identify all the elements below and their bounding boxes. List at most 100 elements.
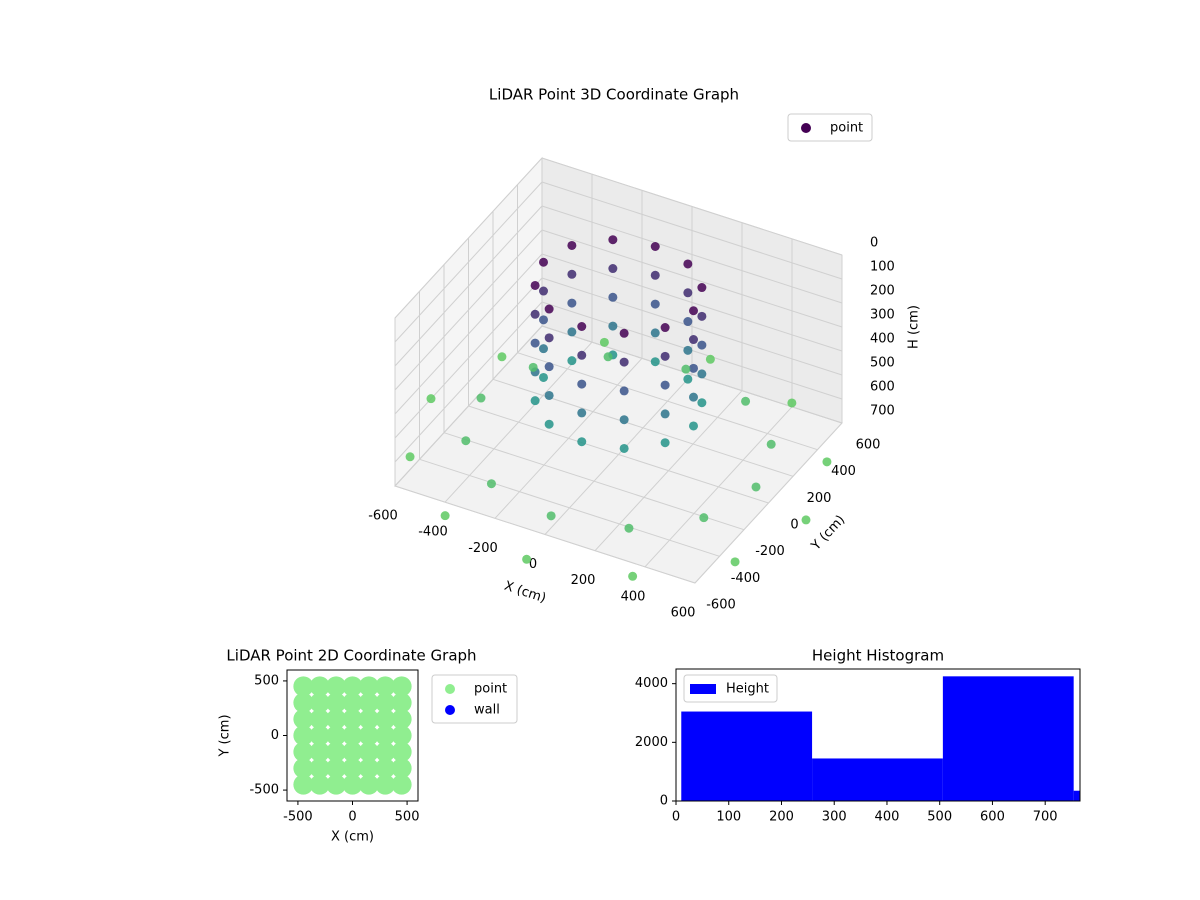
point [391,725,412,746]
x-tick-label: 0 [348,810,356,825]
y-tick-label: 600 [856,438,881,453]
grid-line [419,458,720,557]
x-tick-label: 400 [875,810,900,825]
x-tick-label: 600 [671,606,696,621]
point [326,709,347,730]
point [440,511,450,521]
point [619,328,629,338]
point [539,372,548,382]
point [461,436,471,446]
point [567,327,577,337]
point [309,758,330,779]
x-tick-label: 0 [672,810,680,825]
x-tick-label: -500 [283,810,313,825]
y-tick-label: -500 [249,783,279,798]
point [326,774,347,795]
point [342,758,363,779]
grid-line [394,301,543,463]
point [697,369,707,379]
point [358,758,379,779]
z-tick-label: 0 [870,236,878,251]
point [293,725,314,746]
x-tick-label: 200 [571,573,596,588]
grid-line [443,432,745,531]
point [619,386,629,396]
grid-line [517,352,818,451]
point [697,283,707,293]
plot-frame [675,668,1081,802]
point [391,692,412,713]
legend-label: Height [726,682,769,697]
point [539,315,548,325]
point [342,774,363,795]
x-tick-label: 600 [980,810,1005,825]
x-tick-label: 700 [1033,810,1058,825]
legend-box [683,674,778,703]
grid-line [492,378,794,477]
z-tick-label: 600 [870,380,895,395]
point [577,379,587,389]
point [705,354,715,364]
y-tick-label: -600 [706,598,736,613]
point [530,280,540,290]
z-tick-label: 300 [870,308,895,323]
point [650,299,660,309]
point [683,374,693,384]
point [741,396,751,406]
point [391,758,412,779]
x-tick-label: 200 [769,810,794,825]
grid-line [541,253,843,352]
point [391,709,412,730]
point [486,479,496,489]
point [342,725,363,746]
point [530,309,540,319]
point [528,362,538,372]
y-tick-label: 0 [271,728,279,743]
point [697,311,707,321]
point [530,338,540,348]
point [599,337,609,347]
point [683,259,693,269]
point [801,515,811,525]
z-tick-label: 200 [870,284,895,299]
grid-line [541,157,843,256]
point [577,322,587,331]
bar [681,711,813,801]
x-axis-label: X (cm) [502,579,548,607]
point [539,257,548,267]
point [683,288,693,298]
x-tick-label: -400 [418,525,448,540]
point [309,741,330,762]
point [650,357,660,367]
point [660,438,670,448]
x-tick-label: 500 [927,810,952,825]
point [544,362,554,372]
legend-marker [690,684,716,694]
legend-marker [445,705,455,715]
point [787,398,797,408]
point [539,344,548,354]
point [619,415,629,425]
point [326,692,347,713]
point [697,398,707,408]
grid-line [541,277,843,376]
grid-line [394,325,543,487]
legend-label: wall [474,703,500,718]
point [326,758,347,779]
point [293,741,314,762]
bar [1073,790,1080,801]
point [681,364,691,374]
point [822,457,832,467]
grid-line [394,253,543,415]
y-tick-label: 200 [807,491,832,506]
y-tick-label: 0 [790,518,798,533]
point [660,323,670,333]
point [293,758,314,779]
y-tick-label: 500 [254,673,279,688]
bar [812,758,943,801]
point [608,321,618,331]
point [544,304,554,314]
grid-line [541,181,843,280]
point [358,676,379,697]
